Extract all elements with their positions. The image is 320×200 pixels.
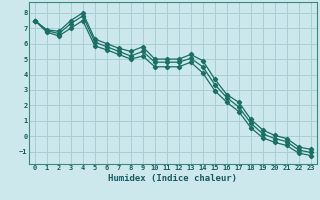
X-axis label: Humidex (Indice chaleur): Humidex (Indice chaleur) — [108, 174, 237, 183]
